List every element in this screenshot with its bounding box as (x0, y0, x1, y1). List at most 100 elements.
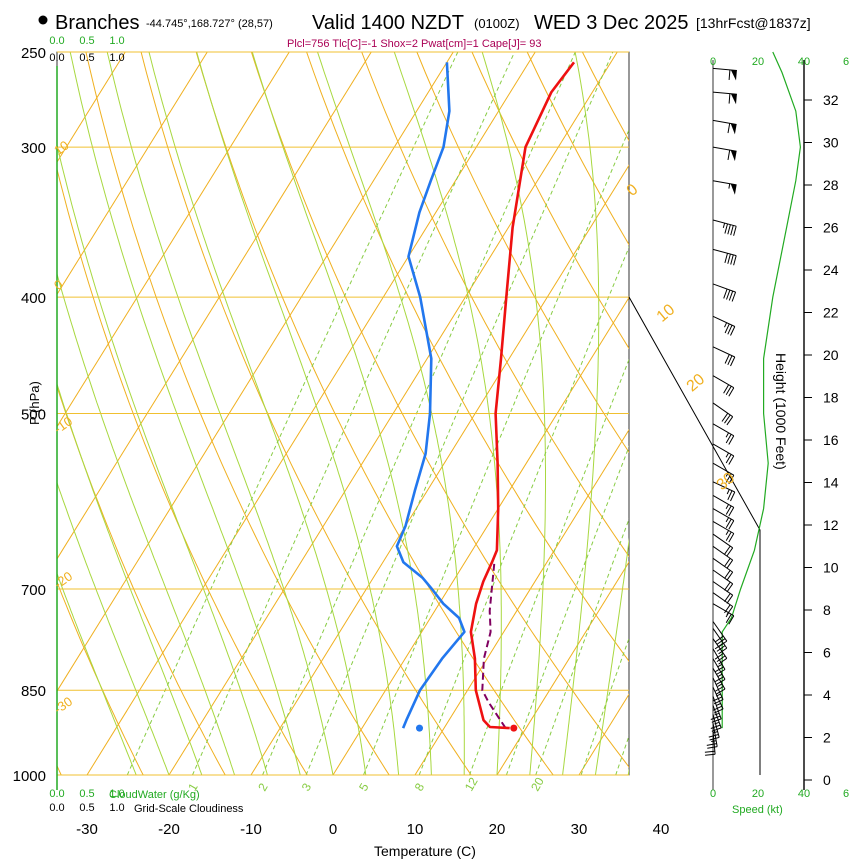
stability-indices: Plcl=756 Tlc[C]=-1 Shox=2 Pwat[cm]=1 Cap… (287, 38, 541, 50)
barb-flag (733, 255, 737, 266)
mixing-ratio-line (262, 52, 576, 775)
barb-flag (727, 123, 731, 134)
barb-half-flag (722, 222, 726, 229)
dry-adiabat-line (471, 52, 629, 350)
forecast-date: WED 3 Dec 2025 (534, 12, 689, 34)
wind-barb (712, 283, 737, 302)
barb-flag (724, 545, 731, 555)
utc-time: (0100Z) (474, 16, 520, 31)
wind-barb (710, 705, 722, 732)
barb-flag (714, 686, 724, 692)
barb-flag (728, 387, 735, 397)
barb-flag (728, 533, 735, 543)
barb-flag (724, 253, 728, 264)
isotherm-line (496, 561, 629, 775)
pressure-axis-label: P (hPa) (27, 381, 42, 425)
cloud-axis-tick: 0.0 (49, 802, 64, 814)
moist-adiabat-line (317, 52, 465, 775)
barb-half-flag (726, 489, 730, 495)
dry-adiabat-line (195, 52, 554, 775)
barb-flag (724, 570, 731, 579)
barb-staff (712, 494, 735, 508)
barb-flag (724, 323, 730, 334)
barb-flag (710, 715, 721, 720)
barb-flag (718, 647, 728, 655)
dry-adiabat-line (361, 52, 629, 558)
moist-adiabat-line (57, 572, 137, 775)
barb-flag (733, 226, 737, 236)
barb-staff (712, 91, 737, 95)
barb-flag (710, 724, 721, 729)
wind-barb (712, 581, 734, 604)
barb-flag (716, 655, 726, 663)
barb-flag (728, 93, 731, 104)
moist-adiabat-line (196, 52, 400, 775)
wind-speed-trace (721, 51, 802, 729)
wind-barb (712, 557, 734, 581)
barb-flag (727, 324, 733, 335)
barb-staff (712, 592, 733, 607)
barb-staff (712, 248, 737, 257)
barb-flag (726, 594, 734, 604)
barb-half-flag (725, 517, 730, 523)
barb-staff (712, 423, 735, 437)
cloud-axis-tick: 0.0 (49, 35, 64, 47)
barb-flag (724, 414, 731, 424)
wind-barb (712, 423, 735, 445)
barb-half-flag (717, 663, 723, 668)
barb-flag (727, 224, 731, 235)
mixing-ratio-label: 20 (528, 775, 547, 794)
wind-barb (712, 545, 734, 569)
barb-staff (712, 283, 736, 293)
height-tick-label: 0 (823, 772, 831, 788)
mixing-ratio-line (469, 358, 629, 775)
wind-barb (712, 621, 728, 648)
wind-barb (712, 569, 734, 593)
barb-flag (728, 615, 735, 625)
barb-flag (716, 638, 726, 645)
barb-flag (716, 645, 726, 652)
isobar-lines: 250 300 400 500 700 850 1000 (13, 45, 629, 785)
wind-barb (712, 375, 735, 397)
barb-flag (724, 604, 731, 614)
mixing-ratio-line (505, 445, 629, 775)
pressure-tick-label: 250 (21, 45, 46, 62)
barb-flag (713, 699, 724, 705)
barb-staff (712, 119, 737, 125)
barb-flag (716, 688, 726, 695)
height-axis-label: Height (1000 Feet) (773, 353, 789, 470)
barb-staff (712, 581, 733, 596)
forecast-label: [13hrFcst@1837z] (696, 15, 811, 31)
wind-barbs: 0246810121416182022242628303200202040406… (628, 51, 849, 800)
cloud-axis-tick: 1.0 (109, 52, 124, 64)
wind-barb (712, 592, 734, 615)
dry-adiabat-line (57, 385, 226, 775)
barb-flag (727, 149, 731, 160)
moist-adiabat-line (562, 52, 600, 775)
barb-flag (728, 474, 735, 485)
barb-staff (712, 219, 737, 227)
dry-adiabat-line (416, 52, 629, 454)
barb-flag (726, 571, 734, 581)
temperature-tick-label: 10 (407, 821, 424, 838)
barb-staff (712, 346, 736, 358)
barb-pennant (730, 183, 737, 195)
barb-staff (712, 375, 735, 389)
barb-flag (718, 640, 728, 648)
height-tick-label: 8 (823, 602, 831, 618)
barb-half-flag (728, 183, 731, 189)
moist-adiabat-lines (57, 52, 629, 775)
barb-flag (726, 559, 734, 569)
temperature-trace (469, 61, 576, 730)
barb-staff (712, 315, 736, 327)
moist-adiabat-line (57, 382, 203, 775)
bullet-icon (38, 15, 48, 25)
barb-flag (711, 718, 722, 723)
cloud-axis-tick: 0.0 (49, 52, 64, 64)
height-tick-label: 30 (823, 135, 839, 151)
barb-flag (716, 678, 726, 685)
cloud-axis-tick: 1.0 (109, 35, 124, 47)
barb-staff (712, 67, 737, 71)
barb-pennant (730, 93, 737, 105)
